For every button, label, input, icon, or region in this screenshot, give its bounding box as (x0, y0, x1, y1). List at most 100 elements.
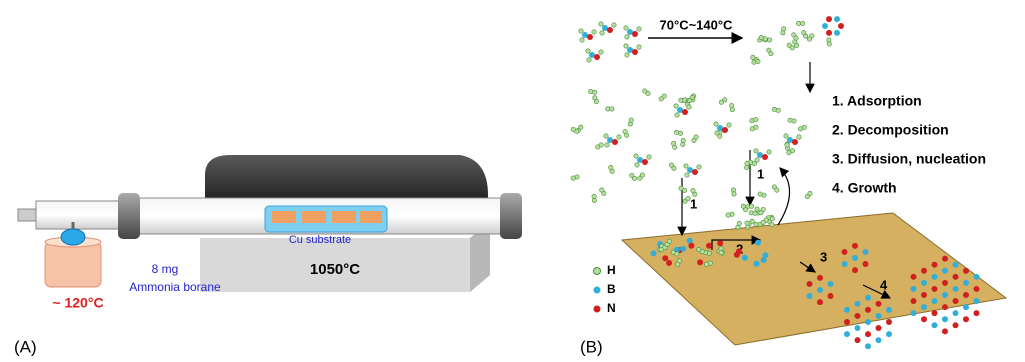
atom (749, 204, 753, 208)
atom (784, 134, 788, 138)
atom (759, 35, 763, 39)
atom (571, 127, 575, 131)
step: 2. Decomposition (832, 122, 949, 138)
atom (767, 150, 771, 154)
atom (682, 109, 688, 115)
atom (942, 268, 948, 274)
atom (794, 43, 798, 47)
atom (674, 104, 678, 108)
atom (785, 143, 789, 147)
atom (754, 222, 758, 226)
atom (635, 163, 639, 167)
atom (624, 44, 628, 48)
atom (942, 256, 948, 262)
atom (692, 169, 698, 175)
atom (592, 198, 596, 202)
atom (796, 21, 800, 25)
atom (963, 280, 969, 286)
atom (865, 343, 871, 349)
atom (642, 159, 648, 165)
atom (807, 37, 811, 41)
atom (662, 255, 668, 261)
atom (600, 31, 604, 35)
step: 3. Diffusion, nucleation (832, 151, 986, 167)
atom (865, 307, 871, 313)
atom (865, 295, 871, 301)
atom (665, 242, 669, 246)
arrow-label: 1 (757, 166, 764, 181)
figure: 1050°C Cu substrate ~ 120°C 8 mg Ammonia… (0, 0, 1025, 362)
atom (803, 34, 807, 38)
atom (844, 319, 850, 325)
atom (681, 142, 685, 146)
atom (794, 36, 798, 40)
atom (697, 165, 701, 169)
atom (942, 304, 948, 310)
atom (755, 240, 761, 246)
atom (625, 53, 629, 57)
atom (807, 281, 813, 287)
atom (822, 23, 828, 29)
atom (679, 186, 683, 190)
atom (855, 325, 861, 331)
atom (719, 250, 723, 254)
atom (963, 304, 969, 310)
panel-b: 70°C~140°C 1. Adsorption 2. Decompositio… (580, 17, 1006, 356)
atom (697, 259, 703, 265)
atom (852, 243, 858, 249)
atom (607, 27, 613, 33)
atom (617, 135, 621, 139)
atom (855, 337, 861, 343)
atom (600, 188, 604, 192)
atom (755, 158, 759, 162)
atom (876, 313, 882, 319)
atom (751, 55, 755, 59)
atom (886, 307, 892, 313)
atom (637, 45, 641, 49)
atom (759, 211, 763, 215)
panel-label: (A) (14, 337, 37, 356)
atom (587, 34, 593, 40)
legend-label: H (607, 263, 616, 277)
atom (942, 292, 948, 298)
cu-piece (360, 211, 382, 223)
atom (953, 262, 959, 268)
atom (734, 252, 740, 258)
atom (717, 240, 723, 246)
atom (770, 223, 774, 227)
atom (953, 322, 959, 328)
atom (863, 249, 869, 255)
atom (684, 164, 688, 168)
atom (612, 23, 616, 27)
atom (798, 127, 802, 131)
atom (974, 310, 980, 316)
arrow-label: 4 (880, 277, 888, 292)
atom (911, 298, 917, 304)
atom (700, 249, 704, 253)
atom (826, 16, 832, 22)
atom (876, 301, 882, 307)
atom (921, 292, 927, 298)
atom (632, 31, 638, 37)
atom (953, 310, 959, 316)
atom (680, 246, 686, 252)
atom (838, 23, 844, 29)
atom (963, 316, 969, 322)
atom (647, 155, 651, 159)
atom (629, 118, 633, 122)
arrow-label: 3 (820, 249, 827, 264)
atom (741, 204, 745, 208)
tube-end (500, 193, 522, 239)
atom (632, 49, 638, 55)
atom (694, 135, 698, 139)
atom (634, 154, 638, 158)
atom (953, 298, 959, 304)
legend-dot (594, 287, 601, 294)
atom (666, 260, 672, 266)
atom (752, 60, 756, 64)
atom (865, 319, 871, 325)
atom (687, 105, 691, 109)
atom (687, 238, 693, 244)
atom (594, 99, 598, 103)
atom (742, 255, 748, 261)
